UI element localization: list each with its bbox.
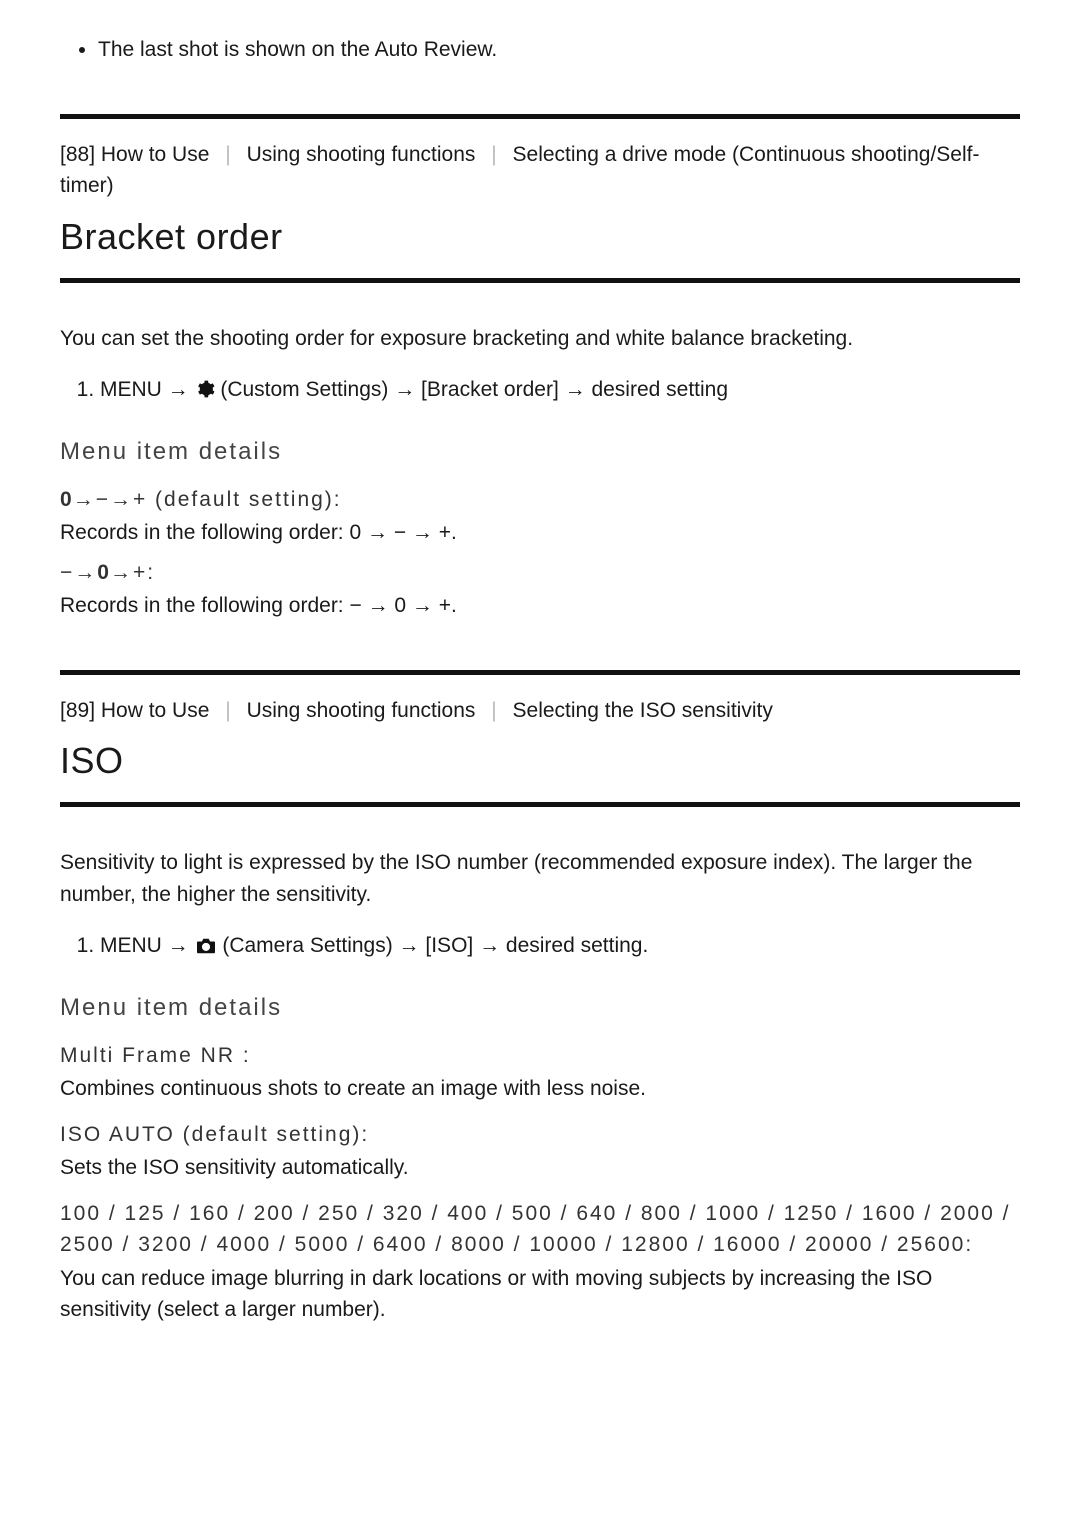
option-desc: Combines continuous shots to create an i… xyxy=(60,1073,1020,1105)
intro-list: The last shot is shown on the Auto Revie… xyxy=(60,34,1020,66)
section-divider-top xyxy=(60,114,1020,119)
option-label-bold: 0 xyxy=(97,561,110,584)
step-item: MENU → (Custom Settings) → [Bracket orde… xyxy=(100,374,1020,406)
steps-list: MENU → (Camera Settings) → [ISO] → desir… xyxy=(60,930,1020,962)
intro-bullet: The last shot is shown on the Auto Revie… xyxy=(98,34,1020,66)
option-desc: Records in the following order: 0 → − → … xyxy=(60,517,1020,549)
steps-list: MENU → (Custom Settings) → [Bracket orde… xyxy=(60,374,1020,406)
section-title: ISO xyxy=(60,734,1020,788)
option-label-bold: 0 xyxy=(60,488,73,511)
breadcrumb-sep: | xyxy=(215,139,240,171)
camera-icon xyxy=(195,937,217,955)
step-text-pre: MENU → xyxy=(100,934,195,957)
breadcrumb-a: Using shooting functions xyxy=(247,699,476,722)
subsection-heading: Menu item details xyxy=(60,990,1020,1026)
step-item: MENU → (Camera Settings) → [ISO] → desir… xyxy=(100,930,1020,962)
breadcrumb: [89] How to Use | Using shooting functio… xyxy=(60,695,1020,727)
option-desc: Records in the following order: − → 0 → … xyxy=(60,590,1020,622)
breadcrumb-num: [88] How to Use xyxy=(60,143,209,166)
option-label-pre: −→ xyxy=(60,561,97,584)
lead-text: You can set the shooting order for expos… xyxy=(60,323,1020,355)
breadcrumb-sep: | xyxy=(481,139,506,171)
breadcrumb: [88] How to Use | Using shooting functio… xyxy=(60,139,1020,202)
page: The last shot is shown on the Auto Revie… xyxy=(0,0,1080,1528)
option-label: Multi Frame NR : xyxy=(60,1040,1020,1072)
subsection-heading: Menu item details xyxy=(60,434,1020,470)
option-label: 100 / 125 / 160 / 200 / 250 / 320 / 400 … xyxy=(60,1198,1020,1261)
option-desc: You can reduce image blurring in dark lo… xyxy=(60,1263,1020,1326)
step-text-pre: MENU → xyxy=(100,378,195,401)
breadcrumb-a: Using shooting functions xyxy=(247,143,476,166)
step-text-post: (Custom Settings) → [Bracket order] → de… xyxy=(215,378,729,401)
option-label: ISO AUTO (default setting): xyxy=(60,1119,1020,1151)
lead-text: Sensitivity to light is expressed by the… xyxy=(60,847,1020,910)
breadcrumb-b: Selecting the ISO sensitivity xyxy=(513,699,773,722)
section-divider-bottom xyxy=(60,278,1020,283)
breadcrumb-sep: | xyxy=(481,695,506,727)
breadcrumb-sep: | xyxy=(215,695,240,727)
section-title: Bracket order xyxy=(60,210,1020,264)
option-desc: Sets the ISO sensitivity automatically. xyxy=(60,1152,1020,1184)
option-label-post: →+: xyxy=(110,561,155,584)
gear-icon xyxy=(195,379,215,399)
option-label: 0→−→+ (default setting): xyxy=(60,484,1020,516)
step-text-post: (Camera Settings) → [ISO] → desired sett… xyxy=(217,934,649,957)
section-divider-bottom xyxy=(60,802,1020,807)
section-divider-top xyxy=(60,670,1020,675)
option-label: −→0→+: xyxy=(60,557,1020,589)
breadcrumb-num: [89] How to Use xyxy=(60,699,209,722)
option-label-rest: →−→+ (default setting): xyxy=(73,488,342,511)
